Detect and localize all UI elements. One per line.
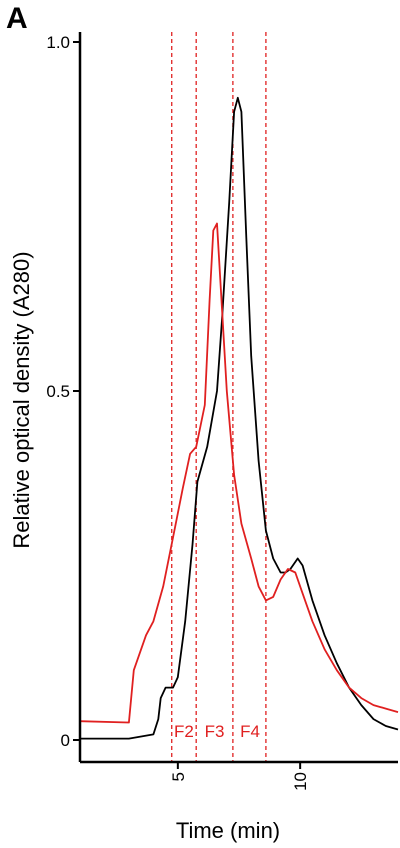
panel-label: A — [6, 2, 28, 35]
fraction-lines — [171, 32, 267, 762]
series-group — [79, 96, 399, 740]
series-line-2 — [79, 222, 399, 724]
y-tick-label-3: 1.0 — [46, 33, 70, 52]
y-axis-label: Relative optical density (A280) — [9, 251, 34, 548]
fraction-label-f4: F4 — [240, 722, 260, 741]
x-axis-label: Time (min) — [176, 818, 280, 843]
x-tick-label-2: 10 — [291, 772, 310, 791]
series-line-1 — [80, 96, 399, 740]
axes — [78, 32, 398, 764]
y-ticks: 0 0.5 1.0 — [46, 33, 80, 750]
x-tick-label-1: 5 — [169, 772, 188, 781]
fraction-label-f3: F3 — [205, 722, 225, 741]
y-tick-label-2: 0.5 — [46, 382, 70, 401]
fraction-label-f2: F2 — [174, 722, 194, 741]
y-tick-label-1: 0 — [61, 731, 70, 750]
x-ticks: 5 10 — [169, 762, 310, 791]
fraction-labels: F2 F3 F4 — [174, 722, 260, 741]
